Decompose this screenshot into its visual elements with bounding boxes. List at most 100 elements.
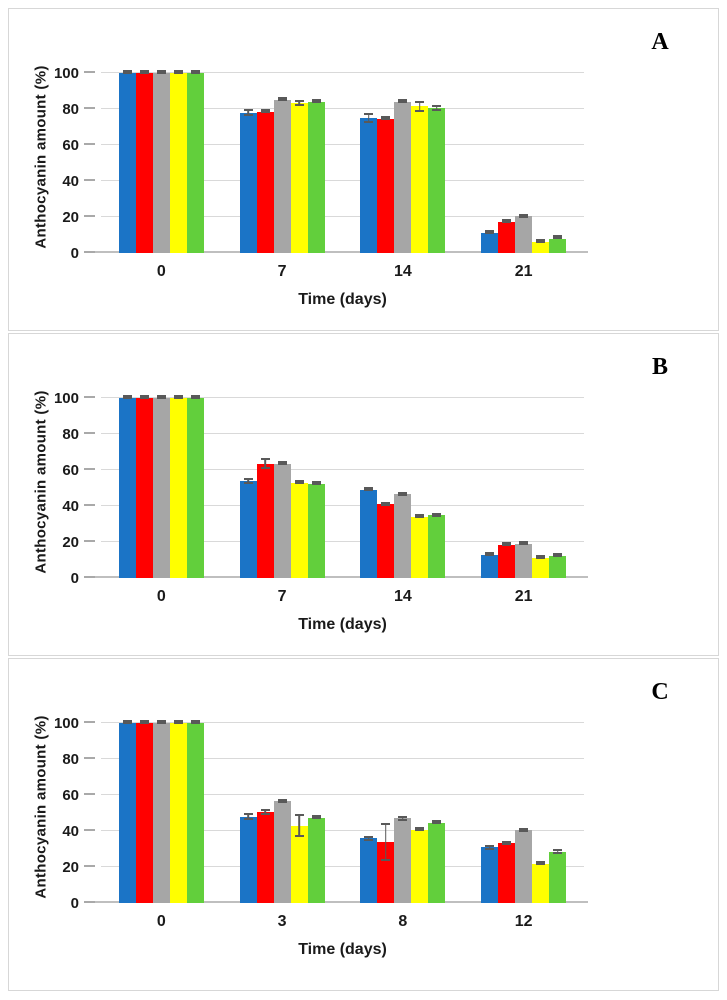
x-tick-label-0: 0 <box>156 588 166 605</box>
y-tick-mark-100 <box>84 396 95 398</box>
bar-yellow-day-21 <box>532 242 550 253</box>
gridline-20 <box>101 541 584 542</box>
bar-group-day-14 <box>360 386 446 578</box>
bar-red-day-0 <box>135 398 153 578</box>
bar-blue-day-0 <box>118 723 136 903</box>
error-bar-yellow-day-7 <box>294 99 304 106</box>
bar-yellow-day-0 <box>169 73 187 253</box>
bar-group-day-7 <box>239 61 325 253</box>
error-bar-blue-day-7 <box>243 109 253 117</box>
gridline-100 <box>101 722 584 723</box>
error-bar-green-day-7 <box>311 98 321 103</box>
bar-green-day-14 <box>428 108 446 253</box>
y-tick-mark-80 <box>84 107 95 109</box>
gridline-100 <box>101 397 584 398</box>
bar-green-day-21 <box>549 556 567 578</box>
error-bar-gray-day-21 <box>519 541 529 546</box>
gridline-40 <box>101 505 584 506</box>
error-bar-gray-day-7 <box>277 97 287 102</box>
y-tick-label-100: 100 <box>53 390 79 407</box>
x-tick-label-12: 12 <box>514 913 533 930</box>
gridline-20 <box>101 216 584 217</box>
gridline-60 <box>101 469 584 470</box>
bar-green-day-8 <box>428 822 446 903</box>
x-tick-label-8: 8 <box>398 913 408 930</box>
x-tick-label-7: 7 <box>277 263 287 280</box>
y-tick-mark-80 <box>84 757 95 759</box>
y-tick-mark-80 <box>84 432 95 434</box>
bar-gray-day-21 <box>515 543 533 578</box>
error-bar-blue-day-0 <box>122 394 132 399</box>
error-bar-green-day-14 <box>432 512 442 518</box>
y-tick-mark-40 <box>84 179 95 181</box>
bar-green-day-21 <box>549 238 567 253</box>
y-tick-label-60: 60 <box>62 787 79 804</box>
error-bar-blue-day-12 <box>485 844 495 850</box>
bar-blue-day-21 <box>481 233 499 253</box>
x-tick-label-21: 21 <box>514 263 533 280</box>
bar-group-day-0 <box>118 61 204 253</box>
gridline-0 <box>91 901 588 903</box>
x-tick-label-7: 7 <box>277 588 287 605</box>
error-bar-green-day-0 <box>190 719 200 724</box>
bar-red-day-7 <box>256 463 274 578</box>
error-bar-blue-day-0 <box>122 69 132 74</box>
error-bar-green-day-14 <box>432 105 442 111</box>
x-axis-title: Time (days) <box>298 941 387 958</box>
panel-label-c: C <box>651 679 669 705</box>
y-tick-label-40: 40 <box>62 498 79 515</box>
error-bar-blue-day-21 <box>485 552 495 557</box>
bar-gray-day-3 <box>273 801 291 903</box>
x-tick-label-3: 3 <box>277 913 287 930</box>
bar-blue-day-0 <box>118 73 136 253</box>
bar-group-day-14 <box>360 61 446 253</box>
y-tick-label-0: 0 <box>70 570 79 587</box>
bar-green-day-12 <box>549 851 567 903</box>
bar-yellow-day-14 <box>411 516 429 578</box>
y-tick-label-80: 80 <box>62 751 79 768</box>
gridline-80 <box>101 108 584 109</box>
x-tick-label-0: 0 <box>156 913 166 930</box>
y-tick-mark-40 <box>84 829 95 831</box>
error-bar-red-day-3 <box>260 809 270 815</box>
error-bar-red-day-21 <box>502 218 512 223</box>
y-tick-mark-0 <box>84 251 95 253</box>
bar-group-day-8 <box>360 711 446 903</box>
bar-yellow-day-8 <box>411 830 429 903</box>
error-bar-red-day-0 <box>139 69 149 74</box>
bar-blue-day-3 <box>239 816 257 903</box>
bar-group-day-21 <box>481 386 567 578</box>
chart-panel-c: C Anthocyanin amount (%) 0 20 40 60 80 100 0 3 8… <box>8 658 719 991</box>
y-tick-label-20: 20 <box>62 209 79 226</box>
bar-gray-day-8 <box>394 818 412 903</box>
error-bar-green-day-0 <box>190 69 200 74</box>
y-tick-label-20: 20 <box>62 859 79 876</box>
gridline-20 <box>101 866 584 867</box>
bar-red-day-14 <box>377 504 395 578</box>
error-bar-gray-day-14 <box>398 99 408 104</box>
y-tick-label-0: 0 <box>70 895 79 912</box>
error-bar-yellow-day-0 <box>173 719 183 724</box>
bar-yellow-day-21 <box>532 558 550 578</box>
y-tick-mark-20 <box>84 215 95 217</box>
plot-area-a: 0 20 40 60 80 100 0 7 14 21 <box>54 61 588 280</box>
bar-gray-day-14 <box>394 101 412 253</box>
error-bar-yellow-day-21 <box>536 554 546 559</box>
error-bar-blue-day-0 <box>122 719 132 724</box>
bar-gray-day-14 <box>394 494 412 578</box>
bar-blue-day-8 <box>360 838 378 903</box>
error-bar-green-day-21 <box>553 553 563 558</box>
bar-gray-day-0 <box>152 723 170 903</box>
bar-green-day-7 <box>307 101 325 253</box>
error-bar-yellow-day-8 <box>415 826 425 831</box>
y-tick-label-60: 60 <box>62 137 79 154</box>
bar-yellow-day-7 <box>290 102 308 253</box>
error-bar-blue-day-21 <box>485 230 495 235</box>
error-bar-green-day-7 <box>311 480 321 485</box>
error-bar-red-day-0 <box>139 719 149 724</box>
error-bar-gray-day-0 <box>156 69 166 74</box>
bar-yellow-day-0 <box>169 398 187 578</box>
error-bar-green-day-3 <box>311 815 321 820</box>
bar-yellow-day-7 <box>290 482 308 578</box>
bar-blue-day-14 <box>360 118 378 253</box>
